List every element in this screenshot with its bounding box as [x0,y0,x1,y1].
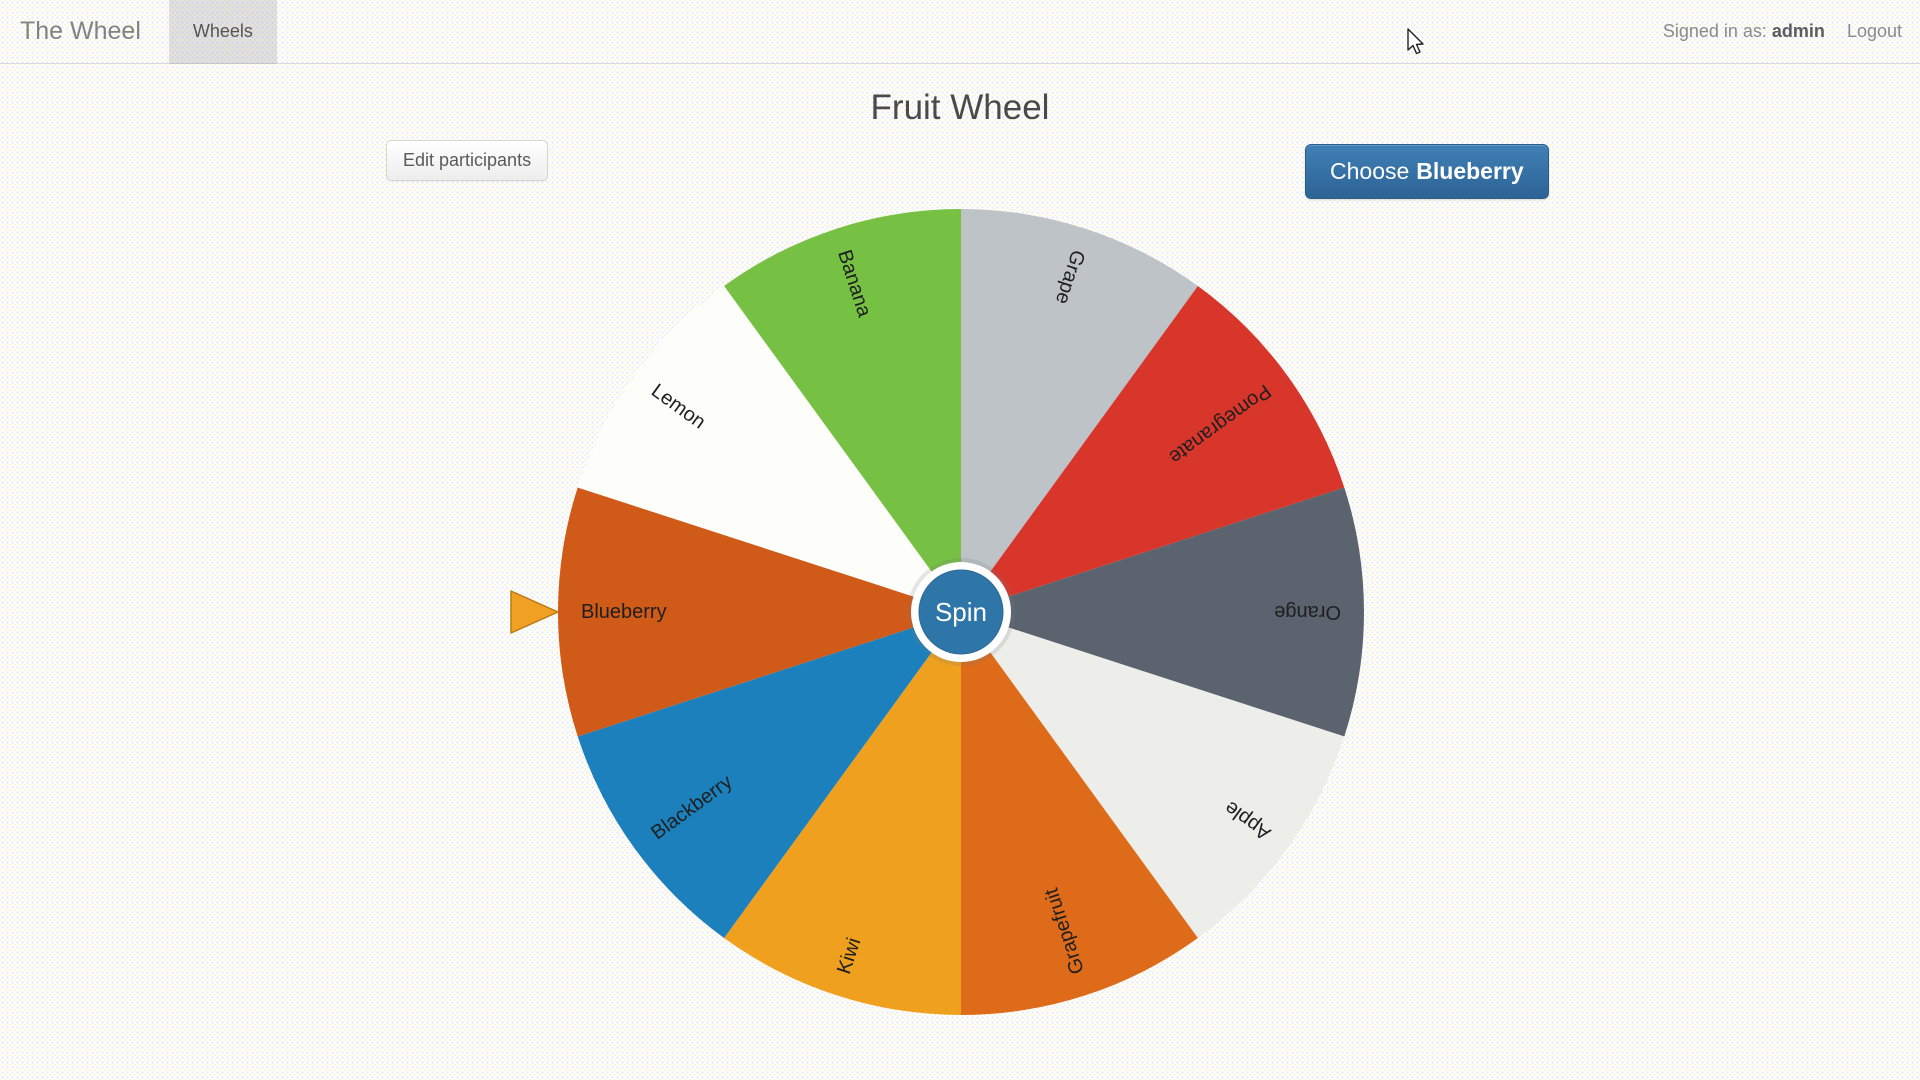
wheel-segment-apple [961,612,1345,939]
wheel-segment-orange [961,487,1365,737]
choose-button-prefix: Choose [1330,158,1410,184]
choose-result-button[interactable]: Choose Blueberry [1305,144,1549,199]
tab-wheels-label: Wheels [192,21,253,41]
tab-wheels[interactable]: Wheels [168,0,277,64]
wheel-segment-blackberry [577,612,961,939]
wheel-segment-label-blueberry: Blueberry [581,601,667,623]
navbar-right: Signed in as: admin Logout [1663,21,1920,42]
wheel-segment-grape [961,209,1198,612]
page-title: Fruit Wheel [870,88,1050,127]
logout-link[interactable]: Logout [1846,21,1902,41]
wheel-segment-banana [724,209,961,612]
spin-button[interactable]: Spin [907,558,1015,666]
wheel-segment-kiwi [724,612,961,1015]
spin-button-label: Spin [935,597,987,627]
wheel-pointer-icon [510,590,559,634]
edit-participants-button[interactable]: Edit participants [386,140,549,181]
wheel-segment-lemon [577,285,961,612]
spin-button-face [918,569,1004,655]
signed-in-username: admin [1771,21,1825,41]
mouse-cursor-icon [1407,28,1424,55]
navbar: The Wheel Wheels Signed in as: admin Logo… [0,0,1920,64]
app-brand[interactable]: The Wheel [20,17,141,45]
wheel-segment-grapefruit [961,612,1198,1015]
wheel-segment-pomegranate [961,285,1345,612]
signed-in-status: Signed in as: admin [1663,21,1825,42]
fruit-wheel: GrapePomegranateOrangeAppleGrapefruitKiw… [557,209,1365,1015]
choose-button-target: Blueberry [1416,158,1524,184]
wheel-segment-blueberry [557,487,961,737]
signed-in-prefix: Signed in as: [1662,21,1767,41]
wheel-segment-label-orange: Orange [1274,601,1341,623]
